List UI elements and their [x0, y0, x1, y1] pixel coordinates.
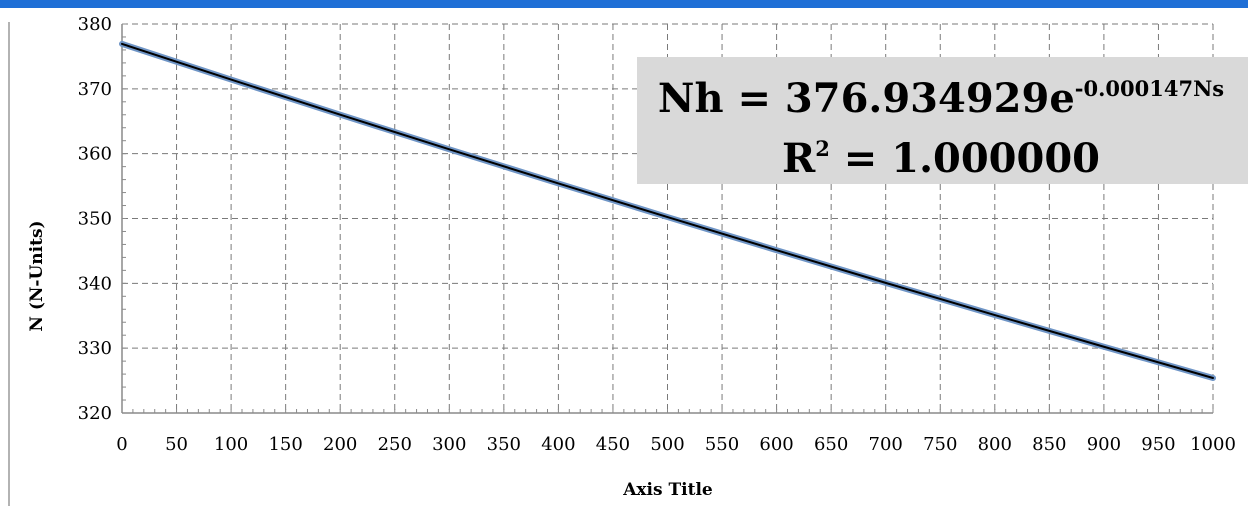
x-tick-label: 100 [214, 434, 248, 455]
top-band [0, 0, 1248, 8]
x-tick-label: 750 [923, 434, 957, 455]
equation-base: Nh = 376.934929e [658, 75, 1075, 122]
x-tick-label: 700 [869, 434, 903, 455]
y-tick-label: 340 [78, 273, 112, 294]
x-tick-label: 1000 [1190, 434, 1236, 455]
r-squared-superscript: 2 [815, 136, 830, 161]
x-tick-label: 850 [1032, 434, 1066, 455]
r-squared-value: = 1.000000 [830, 135, 1100, 182]
y-tick-label: 350 [78, 209, 112, 230]
chart: 0 50 100 150 200 250 300 350 400 450 500 550 600 650 7… [8, 14, 1248, 506]
y-tick-label: 320 [78, 403, 112, 424]
y-axis-title: N (N-Units) [27, 220, 47, 331]
x-tick-label: 350 [487, 434, 521, 455]
x-tick-label: 650 [814, 434, 848, 455]
x-tick-label: 150 [268, 434, 302, 455]
equation-exponent: -0.000147Ns [1075, 76, 1224, 101]
r-squared-base: R [782, 135, 816, 182]
chart-frame: 0 50 100 150 200 250 300 350 400 450 500 550 600 650 7… [0, 8, 1248, 506]
y-tick-label: 380 [78, 14, 112, 35]
x-tick-label: 400 [541, 434, 575, 455]
x-tick-label: 550 [705, 434, 739, 455]
x-tick-label: 450 [596, 434, 630, 455]
equation-annotation: Nh = 376.934929e-0.000147Ns R2 = 1.00000… [637, 57, 1248, 184]
y-tick-label: 330 [78, 338, 112, 359]
tick-label-layer: 0 50 100 150 200 250 300 350 400 450 500 550 600 650 7… [78, 14, 1236, 455]
r-squared-line: R2 = 1.000000 [782, 135, 1100, 182]
x-tick-label: 200 [323, 434, 357, 455]
equation-line: Nh = 376.934929e-0.000147Ns [658, 75, 1224, 122]
x-tick-label: 250 [378, 434, 412, 455]
x-tick-label: 950 [1141, 434, 1175, 455]
x-axis-title: Axis Title [622, 480, 713, 500]
x-tick-label: 0 [116, 434, 127, 455]
x-tick-label: 50 [165, 434, 188, 455]
x-tick-label: 500 [650, 434, 684, 455]
equation-box [637, 57, 1248, 184]
x-tick-label: 300 [432, 434, 466, 455]
x-tick-label: 900 [1087, 434, 1121, 455]
series-line [121, 42, 1214, 379]
y-tick-label: 360 [78, 144, 112, 165]
series-layer [119, 40, 1216, 381]
x-tick-label: 600 [759, 434, 793, 455]
x-tick-label: 800 [978, 434, 1012, 455]
y-tick-label: 370 [78, 79, 112, 100]
axis-layer [121, 23, 1214, 414]
